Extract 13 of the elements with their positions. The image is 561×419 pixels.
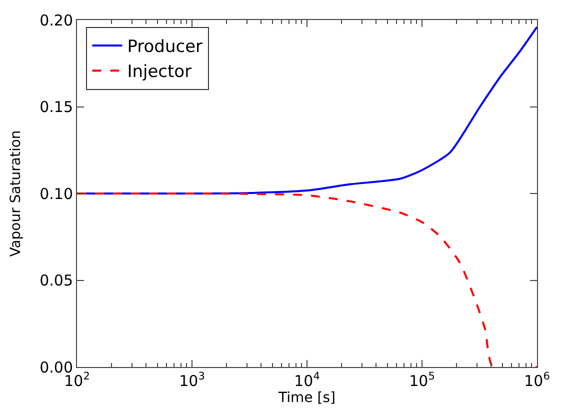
y-tick-label: 0.00	[40, 358, 73, 376]
legend-label: Producer	[127, 37, 203, 58]
legend-label: Injector	[127, 62, 192, 82]
y-tick-label: 0.15	[40, 98, 73, 116]
y-axis-title: Vapour Saturation	[8, 130, 24, 257]
x-axis-title: Time [s]	[278, 390, 336, 406]
y-tick-label: 0.20	[40, 11, 73, 30]
y-tick-label: 0.10	[40, 184, 73, 203]
y-tick-label: 0.05	[40, 272, 73, 290]
x-tick-label: 10$^{5}$	[409, 370, 435, 390]
x-tick-label: 10$^{4}$	[294, 370, 320, 390]
x-tick-label: 10$^{3}$	[179, 370, 205, 390]
x-tick-label: 10$^{6}$	[524, 370, 550, 390]
